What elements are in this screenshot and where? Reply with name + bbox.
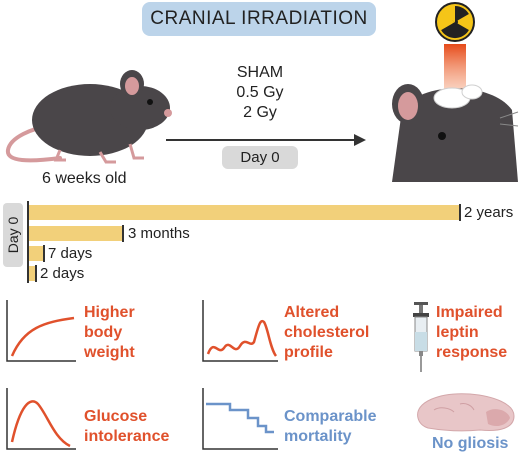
timeline-label-7-days: 7 days	[48, 245, 93, 262]
spiky-curve-icon	[202, 300, 278, 362]
outcome-cholesterol: Altered cholesterol profile	[284, 304, 370, 361]
timeline-bar-end	[459, 204, 461, 221]
survival-curve-icon	[202, 388, 278, 450]
radiation-icon	[435, 2, 475, 42]
treatment-low-dose: 0.5 Gy	[236, 84, 284, 101]
timeline-bar-end	[35, 265, 37, 282]
treatment-sham: SHAM	[236, 64, 284, 81]
timeline-bar-end	[122, 225, 124, 242]
timeline-bar-3-months	[29, 226, 122, 241]
timeline-bar-7-days	[29, 246, 43, 261]
outcome-body-weight: Higher body weight	[84, 304, 135, 361]
timeline-label-2-days: 2 days	[40, 265, 85, 282]
brain-icon	[417, 393, 515, 432]
timeline-day0-label: Day 0	[3, 203, 23, 267]
day0-badge: Day 0	[222, 146, 298, 169]
rising-curve-icon	[6, 300, 76, 362]
outcome-glucose: Glucose intolerance	[84, 408, 170, 445]
outcome-mortality: Comparable mortality	[284, 408, 377, 445]
treatment-list: SHAM 0.5 Gy 2 Gy	[218, 63, 302, 123]
timeline-bar-2-days	[29, 266, 35, 281]
radiation-source	[435, 2, 475, 102]
mouse-head-icon	[392, 84, 519, 182]
timeline-label-3-months: 3 months	[128, 225, 190, 242]
mouse-icon	[6, 70, 172, 164]
outcome-leptin: Impaired leptin response	[436, 304, 508, 361]
bell-curve-icon	[6, 388, 76, 450]
treatment-high-dose: 2 Gy	[243, 104, 277, 121]
timeline-bar-end	[43, 245, 45, 262]
radiation-beam	[444, 44, 466, 102]
figure-title: CRANIAL IRRADIATION	[142, 2, 376, 36]
syringe-icon	[413, 302, 429, 372]
age-label: 6 weeks old	[42, 170, 127, 187]
outcome-gliosis: No gliosis	[432, 435, 509, 452]
timeline-bar-2-years	[29, 205, 459, 220]
timeline-label-2-years: 2 years	[464, 204, 514, 221]
timeline-axis	[27, 201, 29, 283]
arrow-icon	[166, 134, 366, 146]
timeline-day0-text: Day 0	[5, 216, 21, 254]
